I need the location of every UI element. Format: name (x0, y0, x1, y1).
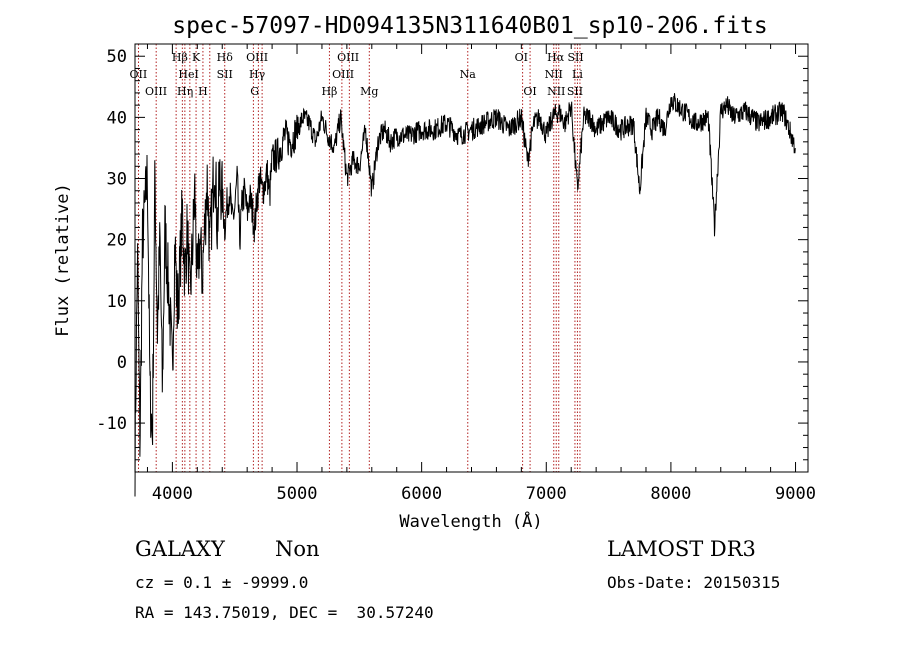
y-tick-label: 30 (107, 170, 127, 190)
spectral-line-label: Hα (547, 51, 565, 64)
spectral-line-label: Hγ (249, 68, 266, 81)
x-tick-label: 5000 (277, 484, 318, 504)
spectral-line-label: OIII (337, 51, 359, 64)
spectral-line-label: K (192, 51, 201, 64)
spectral-line-label: Hδ (217, 51, 234, 64)
spectral-line-label: SII (567, 85, 583, 98)
spectral-line-label: Na (460, 68, 477, 81)
redshift-line: cz = 0.1 ± -9999.0 (135, 573, 309, 592)
spectral-line-label: OI (515, 51, 528, 64)
flux-series-line (134, 93, 796, 497)
coordinates-line: RA = 143.75019, DEC = 30.57240 (135, 603, 434, 622)
spectral-line-label: OI (523, 85, 536, 98)
y-axis-label: Flux (relative) (53, 183, 73, 337)
x-tick-label: 6000 (401, 484, 442, 504)
spectral-line-label: OIII (145, 85, 167, 98)
spectral-line-label: H (198, 85, 208, 98)
y-tick-label: -10 (96, 414, 127, 434)
spectral-line-label: OIII (332, 68, 354, 81)
x-axis-ticks: 4000 5000 6000 7000 8000 9000 (146, 44, 816, 504)
x-tick-label: 9000 (775, 484, 816, 504)
spectral-line-label: Mg (360, 85, 378, 98)
y-tick-label: 50 (107, 47, 127, 67)
spectral-line-label: Li (572, 68, 583, 81)
spectral-line-labels: OII OIII Hβ Hη HeI K H Hδ SII OIII Hγ G Hβ OIII OIII Mg… (130, 51, 584, 98)
spectral-line-label: Hη (177, 85, 193, 98)
spectral-line-label: OIII (246, 51, 268, 64)
y-tick-label: 40 (107, 108, 127, 128)
spectral-line-label: NII (547, 85, 565, 98)
spectral-line-label: Hβ (321, 85, 337, 98)
survey-name: LAMOST DR3 (607, 537, 756, 561)
y-axis-ticks: -10 0 10 20 30 40 50 (96, 47, 808, 461)
object-class: GALAXY (135, 537, 225, 561)
x-tick-label: 4000 (152, 484, 193, 504)
spectral-line-label: NII (545, 68, 563, 81)
spectral-line-label: HeI (178, 68, 198, 81)
spectral-line-markers (137, 44, 581, 472)
spectral-line-label: OII (130, 68, 148, 81)
chart-title: spec-57097-HD094135N311640B01_sp10-206.f… (172, 13, 767, 39)
x-tick-label: 7000 (526, 484, 567, 504)
y-tick-label: 10 (107, 292, 127, 312)
spectral-line-label: SII (567, 51, 583, 64)
object-subclass: Non (275, 537, 320, 561)
plot-frame (134, 43, 809, 473)
x-tick-label: 8000 (650, 484, 691, 504)
spectral-line-label: Hβ (172, 51, 188, 64)
spectral-line-label: SII (217, 68, 233, 81)
y-tick-label: 20 (107, 231, 127, 251)
y-tick-label: 0 (117, 353, 127, 373)
observation-date: Obs-Date: 20150315 (607, 573, 781, 592)
x-axis-label: Wavelength (Å) (399, 510, 542, 532)
spectral-line-label: G (250, 85, 259, 98)
